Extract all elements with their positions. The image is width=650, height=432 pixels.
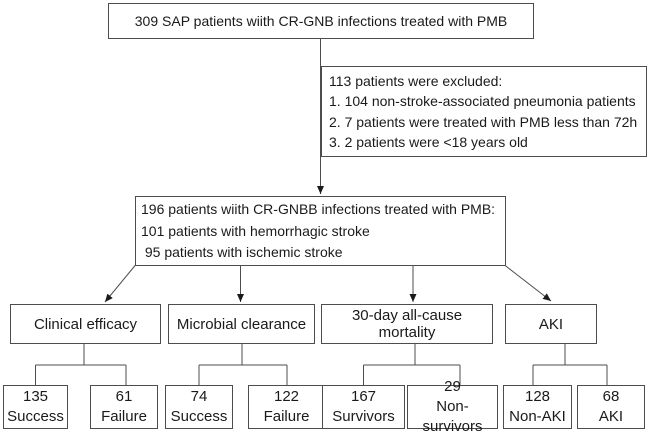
outcome-box-aki: AKI bbox=[505, 304, 597, 344]
top-box-text: 309 SAP patients wiith CR-GNB infections… bbox=[134, 13, 508, 29]
result-label: Non-survivors bbox=[422, 398, 483, 432]
outcome-box-clinical-efficacy: Clinical efficacy bbox=[10, 304, 161, 344]
result-box-microbial-success: 74 Success bbox=[165, 385, 233, 429]
result-box-survivors: 167 Survivors bbox=[322, 385, 405, 429]
connector-aki-children bbox=[532, 343, 608, 385]
exclusion-line-1: 113 patients were excluded: bbox=[329, 73, 503, 89]
result-label: Survivors bbox=[332, 408, 395, 425]
exclusion-box: 113 patients were excluded: 1. 104 non-s… bbox=[321, 66, 647, 157]
result-count: 128 bbox=[524, 388, 551, 405]
result-label: Success bbox=[7, 408, 64, 425]
result-box-microbial-failure: 122 Failure bbox=[248, 385, 325, 429]
result-box-non-survivors: 29 Non-survivors bbox=[407, 378, 498, 432]
cohort-line-3: 95 patients with ischemic stroke bbox=[141, 244, 343, 260]
outcome-label: Microbial clearance bbox=[176, 315, 307, 333]
result-count: 135 bbox=[22, 388, 49, 405]
result-box-aki: 68 AKI bbox=[577, 385, 645, 429]
result-box-clinical-success: 135 Success bbox=[3, 385, 68, 429]
connector-cohort-to-aki bbox=[504, 264, 552, 302]
result-count: 68 bbox=[602, 388, 620, 405]
outcome-label: 30-day all-cause mortality bbox=[351, 307, 463, 341]
result-label: Non-AKI bbox=[509, 408, 566, 425]
result-count: 74 bbox=[190, 388, 208, 405]
result-label: Failure bbox=[101, 408, 147, 425]
outcome-label: Clinical efficacy bbox=[33, 315, 138, 333]
outcome-box-microbial-clearance: Microbial clearance bbox=[168, 304, 315, 344]
exclusion-line-4: 3. 2 patients were <18 years old bbox=[329, 134, 528, 151]
connector-clinical-children bbox=[35, 343, 127, 385]
connector-microbial-children bbox=[198, 343, 288, 385]
cohort-box: 196 patients wiith CR-GNBB infections tr… bbox=[135, 196, 506, 266]
result-box-non-aki: 128 Non-AKI bbox=[503, 385, 572, 429]
connector-cohort-to-clinical bbox=[104, 264, 136, 303]
result-count: 29 bbox=[444, 378, 461, 395]
exclusion-line-3: 2. 7 patients were treated with PMB less… bbox=[329, 113, 638, 130]
outcome-box-mortality: 30-day all-cause mortality bbox=[321, 304, 493, 344]
connector-mortality-children bbox=[363, 343, 461, 385]
result-count: 61 bbox=[115, 388, 133, 405]
result-label: Failure bbox=[263, 408, 310, 425]
result-count: 122 bbox=[273, 388, 300, 405]
exclusion-line-2: 1. 104 non-stroke-associated pneumonia p… bbox=[329, 93, 636, 110]
result-label: Success bbox=[170, 408, 228, 425]
result-box-clinical-failure: 61 Failure bbox=[90, 385, 158, 429]
top-box: 309 SAP patients wiith CR-GNB infections… bbox=[108, 3, 534, 39]
result-count: 167 bbox=[350, 388, 377, 405]
outcome-label: AKI bbox=[538, 315, 564, 333]
result-label: AKI bbox=[598, 408, 624, 425]
cohort-line-2: 101 patients with hemorrhagic stroke bbox=[141, 222, 370, 239]
cohort-line-1: 196 patients wiith CR-GNBB infections tr… bbox=[141, 201, 496, 217]
